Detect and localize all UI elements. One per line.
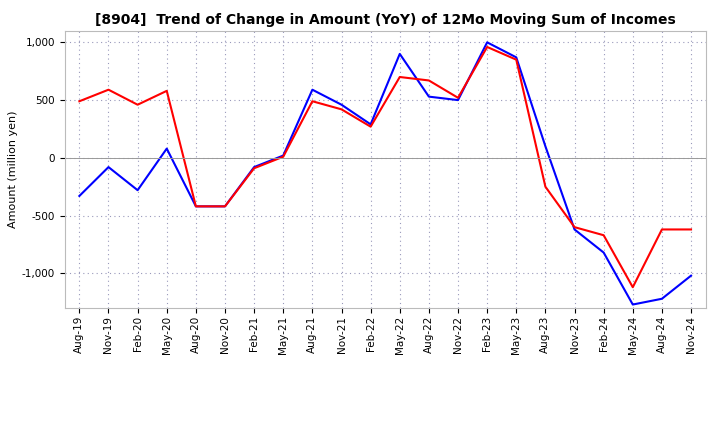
Ordinary Income	[366, 122, 375, 127]
Ordinary Income	[133, 187, 142, 193]
Net Income	[220, 204, 229, 209]
Title: [8904]  Trend of Change in Amount (YoY) of 12Mo Moving Sum of Incomes: [8904] Trend of Change in Amount (YoY) o…	[95, 13, 675, 27]
Ordinary Income	[337, 102, 346, 107]
Net Income	[483, 44, 492, 50]
Legend: Ordinary Income, Net Income: Ordinary Income, Net Income	[238, 439, 532, 440]
Ordinary Income	[425, 94, 433, 99]
Ordinary Income	[75, 193, 84, 198]
Ordinary Income	[163, 146, 171, 151]
Net Income	[687, 227, 696, 232]
Ordinary Income	[512, 55, 521, 60]
Ordinary Income	[279, 153, 287, 158]
Ordinary Income	[454, 97, 462, 103]
Net Income	[541, 184, 550, 189]
Net Income	[599, 233, 608, 238]
Ordinary Income	[599, 250, 608, 255]
Line: Ordinary Income: Ordinary Income	[79, 42, 691, 304]
Ordinary Income	[395, 51, 404, 56]
Net Income	[454, 95, 462, 100]
Ordinary Income	[541, 143, 550, 149]
Y-axis label: Amount (million yen): Amount (million yen)	[8, 110, 18, 228]
Net Income	[279, 154, 287, 159]
Ordinary Income	[570, 227, 579, 232]
Net Income	[163, 88, 171, 93]
Net Income	[629, 285, 637, 290]
Net Income	[366, 124, 375, 129]
Net Income	[512, 57, 521, 62]
Ordinary Income	[657, 296, 666, 301]
Line: Net Income: Net Income	[79, 47, 691, 287]
Net Income	[192, 204, 200, 209]
Net Income	[133, 102, 142, 107]
Ordinary Income	[104, 165, 113, 170]
Net Income	[570, 224, 579, 230]
Ordinary Income	[629, 302, 637, 307]
Net Income	[75, 99, 84, 104]
Net Income	[337, 106, 346, 112]
Net Income	[104, 87, 113, 92]
Ordinary Income	[308, 87, 317, 92]
Ordinary Income	[220, 204, 229, 209]
Ordinary Income	[250, 165, 258, 170]
Net Income	[425, 78, 433, 83]
Ordinary Income	[192, 204, 200, 209]
Ordinary Income	[483, 40, 492, 45]
Net Income	[657, 227, 666, 232]
Net Income	[395, 74, 404, 80]
Net Income	[250, 165, 258, 171]
Net Income	[308, 99, 317, 104]
Ordinary Income	[687, 273, 696, 278]
